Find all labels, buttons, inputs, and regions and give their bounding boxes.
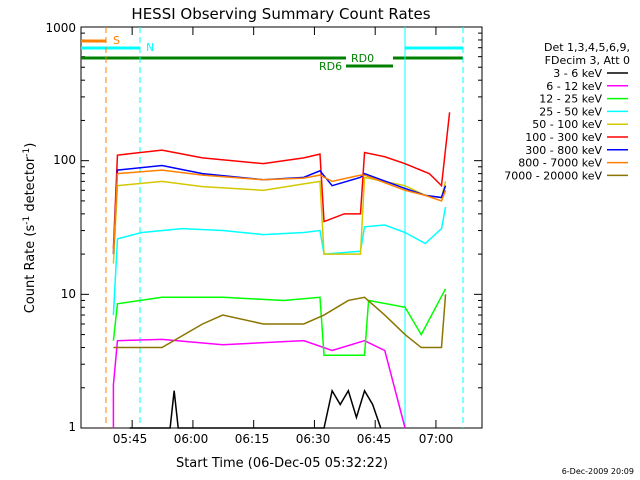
- rd0-label: RD0: [351, 52, 374, 65]
- legend-label-0: 3 - 6 keV: [553, 67, 602, 80]
- legend-label-2: 12 - 25 keV: [539, 93, 602, 106]
- x-axis-label: Start Time (06-Dec-05 05:32:22): [176, 456, 388, 471]
- series-line-8: [113, 294, 447, 349]
- series-line-7: [112, 169, 447, 255]
- legend-label-7: 800 - 7000 keV: [518, 157, 602, 170]
- legend-label-6: 300 - 800 keV: [525, 144, 602, 157]
- legend-label-3: 25 - 50 keV: [539, 105, 602, 118]
- x-tick-label-0600: 06:00: [174, 432, 209, 446]
- series-line-1: [112, 338, 406, 429]
- s-label: S: [113, 34, 120, 47]
- series-line-2: [112, 288, 447, 357]
- legend-label-4: 50 - 100 keV: [532, 118, 602, 131]
- y-axis-label-end: ): [23, 143, 38, 148]
- y-tick-label-100: 100: [53, 153, 76, 167]
- plot-frame: [80, 26, 483, 429]
- legend-label-5: 100 - 300 keV: [525, 131, 602, 144]
- legend: Det 1,3,4,5,6,9, FDecim 3, Att 0 3 - 6 k…: [504, 41, 630, 182]
- y-axis-label-sup1: -1: [22, 216, 32, 225]
- x-tick-label-0700: 07:00: [419, 432, 454, 446]
- x-tick-label-0630: 06:30: [296, 432, 331, 446]
- series-line-5: [112, 112, 451, 249]
- y-tick-label-1000: 1000: [45, 21, 76, 35]
- legend-header-1: Det 1,3,4,5,6,9,: [544, 41, 630, 54]
- series-line-0: [129, 388, 382, 429]
- y-tick-labels: 1000 100 10 1: [45, 21, 76, 434]
- legend-label-1: 6 - 12 keV: [546, 80, 602, 93]
- legend-label-8: 7000 - 20000 keV: [504, 169, 602, 182]
- x-tick-label-0615: 06:15: [235, 432, 270, 446]
- series-line-4: [112, 176, 447, 264]
- x-tick-label-0545: 05:45: [113, 432, 148, 446]
- series-line-3: [112, 206, 447, 316]
- n-label: N: [146, 41, 154, 54]
- series-lines: [112, 112, 451, 429]
- y-axis-label-sup2: -1: [22, 148, 32, 157]
- y-axis-label-mid: detector: [23, 156, 38, 216]
- state-bars: S N RD0 RD6: [81, 27, 464, 428]
- rd6-label: RD6: [319, 60, 342, 73]
- legend-header-2: FDecim 3, Att 0: [545, 54, 630, 67]
- y-tick-label-1: 1: [68, 420, 76, 434]
- y-tick-label-10: 10: [61, 287, 76, 301]
- chart-title: HESSI Observing Summary Count Rates: [131, 5, 430, 23]
- x-tick-labels: 05:45 06:00 06:15 06:30 06:45 07:00: [113, 432, 454, 446]
- x-tick-label-0645: 06:45: [357, 432, 392, 446]
- y-axis-label: Count Rate (s-1 detector-1): [22, 143, 38, 314]
- axes-ticks: [81, 27, 482, 429]
- y-axis-label-main: Count Rate (s: [23, 225, 38, 314]
- footer-date: 6-Dec-2009 20:09: [562, 467, 634, 476]
